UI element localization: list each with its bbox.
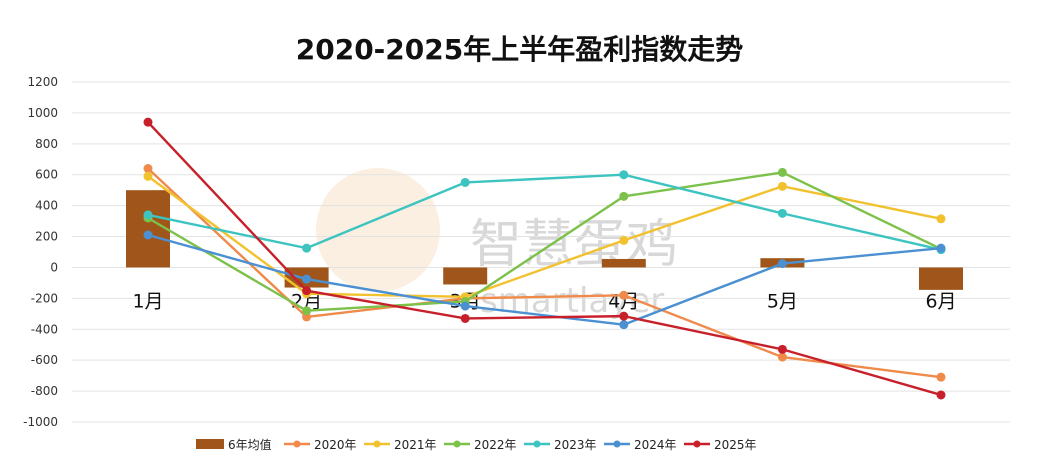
y-axis-ticks: -1000 -800 -600 -400 -200 0 200 400 600 800 1000 12…: [23, 75, 58, 429]
data-point: [143, 210, 153, 220]
series-line-group: [143, 171, 946, 302]
data-point: [777, 181, 787, 191]
y-tick-label: -600: [31, 353, 58, 367]
y-tick-label: -800: [31, 384, 58, 398]
y-tick-label: -1000: [23, 415, 58, 429]
bar: [126, 190, 170, 268]
data-point: [936, 243, 946, 253]
legend-marker: [533, 440, 541, 448]
legend-item: 2023年: [524, 438, 597, 452]
y-tick-label: 800: [35, 137, 58, 151]
data-point: [143, 164, 153, 174]
data-point: [619, 320, 629, 330]
data-point: [302, 312, 312, 322]
series-line: [147, 173, 942, 251]
legend-label: 6年均值: [228, 437, 272, 452]
data-point: [143, 171, 153, 181]
watermark-text: 智慧蛋鸡: [470, 215, 678, 275]
legend-item: 2022年: [444, 438, 517, 452]
legend-label: 2022年: [474, 438, 517, 452]
bar: [919, 267, 963, 290]
watermark: 智慧蛋鸡 smartlayer: [316, 168, 678, 321]
bar: [443, 267, 488, 285]
legend-marker: [293, 440, 301, 448]
chart-title: 2020-2025年上半年盈利指数走势: [295, 33, 744, 66]
data-point: [777, 352, 787, 362]
series-line: [147, 167, 942, 379]
data-point: [936, 390, 946, 400]
legend-label: 2021年: [394, 438, 437, 452]
legend-label: 2024年: [634, 438, 677, 452]
x-category-label: 5月: [767, 290, 798, 312]
series-line: [147, 233, 942, 326]
series-line: [147, 175, 942, 299]
y-tick-label: 1200: [27, 75, 58, 89]
x-axis-categories: 1月2月3月4月5月6月: [132, 290, 956, 312]
watermark-egg-icon: [316, 168, 440, 292]
legend-item: 2020年: [284, 438, 357, 452]
y-tick-label: 400: [35, 199, 58, 213]
data-point: [460, 301, 470, 311]
line-series: [143, 117, 946, 400]
data-point: [302, 306, 312, 316]
legend-label: 2025年: [714, 438, 757, 452]
y-tick-label: -200: [31, 291, 58, 305]
data-point: [619, 170, 629, 180]
data-point: [777, 208, 787, 218]
x-category-label: 6月: [925, 290, 956, 312]
legend-item: 6年均值: [196, 437, 272, 452]
x-category-label: 1月: [132, 290, 163, 312]
data-point: [777, 344, 787, 354]
data-point: [302, 243, 312, 253]
legend-label: 2020年: [314, 438, 357, 452]
data-point: [143, 117, 153, 127]
y-tick-label: 200: [35, 230, 58, 244]
y-tick-label: 1000: [27, 106, 58, 120]
data-point: [143, 230, 153, 240]
legend-marker: [453, 440, 461, 448]
grid: [72, 81, 1010, 423]
data-point: [302, 274, 312, 284]
series-line: [147, 121, 942, 397]
legend-marker: [373, 440, 381, 448]
legend: 6年均值 2020年 2021年 2022年 2023年 2024年 2025年: [196, 437, 757, 452]
legend-marker: [693, 440, 701, 448]
bar: [601, 258, 646, 268]
series-line-group: [143, 117, 946, 400]
legend-item: 2025年: [684, 438, 757, 452]
legend-label: 2023年: [554, 438, 597, 452]
series-line: [147, 171, 942, 312]
data-point: [619, 235, 629, 245]
data-point: [777, 259, 787, 269]
y-tick-label: 600: [35, 168, 58, 182]
data-point: [460, 313, 470, 323]
legend-marker: [613, 440, 621, 448]
legend-item: 2024年: [604, 438, 677, 452]
data-point: [936, 214, 946, 224]
data-point: [619, 290, 629, 300]
y-tick-label: -400: [31, 322, 58, 336]
data-point: [936, 372, 946, 382]
data-point: [460, 177, 470, 187]
legend-swatch: [196, 439, 224, 449]
watermark-subtext: smartlayer: [480, 281, 664, 321]
data-point: [619, 311, 629, 321]
y-tick-label: 0: [50, 260, 58, 274]
series-line-group: [143, 230, 946, 330]
data-point: [777, 167, 787, 177]
data-point: [619, 191, 629, 201]
legend-item: 2021年: [364, 438, 437, 452]
data-point: [302, 286, 312, 296]
